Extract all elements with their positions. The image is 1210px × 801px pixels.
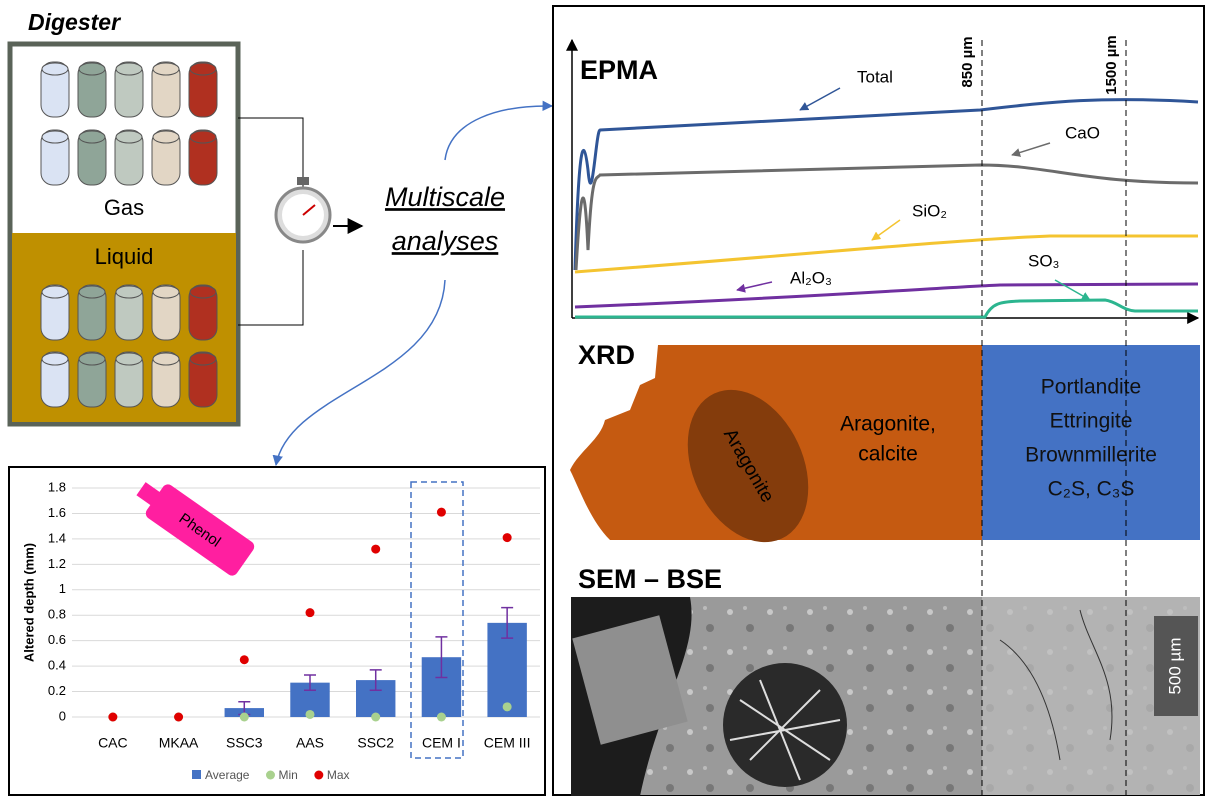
point bbox=[306, 608, 315, 617]
cylinder-top bbox=[190, 353, 216, 365]
total-label: Total bbox=[857, 67, 893, 86]
legend-swatch bbox=[192, 770, 201, 779]
digester-title: Digester bbox=[28, 9, 121, 35]
gas-label: Gas bbox=[104, 195, 144, 220]
cylinder-top bbox=[153, 63, 179, 75]
y-tick-label: 0.6 bbox=[48, 632, 66, 647]
phase-label: C₂S, C₃S bbox=[1048, 478, 1135, 501]
liquid-label: Liquid bbox=[95, 244, 154, 269]
cylinder-top bbox=[116, 131, 142, 143]
legend-swatch bbox=[314, 771, 323, 780]
page: {"digester": {"title": "Digester", "gas"… bbox=[0, 0, 1210, 801]
phase-label: Brownmillerite bbox=[1025, 444, 1157, 467]
analyses-line1: Multiscale bbox=[385, 182, 505, 212]
y-tick-label: 1.8 bbox=[48, 479, 66, 494]
y-tick-label: 1.6 bbox=[48, 505, 66, 520]
curved-arrow bbox=[445, 106, 552, 160]
legend-label: Average bbox=[205, 768, 250, 782]
point bbox=[240, 655, 249, 664]
figure: Digester Gas Liquid Multiscale analyses … bbox=[0, 0, 1210, 796]
cylinder-top bbox=[79, 131, 105, 143]
phase-label: Ettringite bbox=[1050, 410, 1133, 433]
cylinder-top bbox=[190, 63, 216, 75]
xrd-zone-right bbox=[982, 345, 1200, 540]
x-tick-label: CAC bbox=[98, 735, 128, 751]
legend-label: Min bbox=[278, 768, 297, 782]
cylinder-top bbox=[116, 353, 142, 365]
cylinder-top bbox=[153, 353, 179, 365]
mark-1500: 1500 µm bbox=[1103, 35, 1120, 95]
point bbox=[437, 508, 446, 517]
sem-image bbox=[571, 597, 1200, 796]
cylinder-top bbox=[42, 131, 68, 143]
y-tick-label: 1.2 bbox=[48, 556, 66, 571]
xrd-left-label: Aragonite, bbox=[840, 413, 936, 436]
y-axis-label: Altered depth (mm) bbox=[21, 543, 36, 662]
x-tick-label: CEM I bbox=[422, 735, 461, 751]
xrd-title: XRD bbox=[578, 340, 635, 370]
cylinder-top bbox=[42, 353, 68, 365]
legend-label: Max bbox=[327, 768, 350, 782]
sio2-label: SiO₂ bbox=[912, 201, 947, 220]
x-tick-label: AAS bbox=[296, 735, 324, 751]
point bbox=[371, 545, 380, 554]
mark-850: 850 µm bbox=[959, 36, 976, 87]
epma-title: EPMA bbox=[580, 55, 658, 85]
point bbox=[174, 713, 183, 722]
x-tick-label: SSC3 bbox=[226, 735, 263, 751]
cylinder-top bbox=[79, 286, 105, 298]
point bbox=[503, 533, 512, 542]
y-tick-label: 0.4 bbox=[48, 658, 66, 673]
cylinder-top bbox=[42, 286, 68, 298]
y-tick-label: 0.2 bbox=[48, 683, 66, 698]
cylinder-top bbox=[153, 286, 179, 298]
point bbox=[371, 713, 380, 722]
cylinder-top bbox=[42, 63, 68, 75]
point bbox=[437, 713, 446, 722]
point bbox=[306, 710, 315, 719]
y-tick-label: 1.4 bbox=[48, 530, 66, 545]
xrd-left-label: calcite bbox=[858, 443, 918, 466]
stopwatch bbox=[276, 177, 330, 242]
y-tick-label: 0.8 bbox=[48, 607, 66, 622]
point bbox=[108, 713, 117, 722]
scale-bar-label: 500 µm bbox=[1165, 637, 1184, 694]
legend-swatch bbox=[266, 771, 275, 780]
point bbox=[503, 702, 512, 711]
sem-title: SEM – BSE bbox=[578, 564, 722, 594]
cylinder-top bbox=[116, 63, 142, 75]
cylinder-top bbox=[190, 286, 216, 298]
cylinder-top bbox=[79, 353, 105, 365]
cao-label: CaO bbox=[1065, 123, 1100, 142]
point bbox=[240, 713, 249, 722]
x-tick-label: CEM III bbox=[484, 735, 531, 751]
cylinder-top bbox=[190, 131, 216, 143]
y-tick-label: 1 bbox=[59, 581, 66, 596]
cylinder-top bbox=[79, 63, 105, 75]
analyses-line2: analyses bbox=[392, 226, 499, 256]
x-tick-label: MKAA bbox=[159, 735, 199, 751]
chart-panel bbox=[9, 467, 545, 795]
al2o3-label: Al₂O₃ bbox=[790, 268, 832, 287]
y-tick-label: 0 bbox=[59, 708, 66, 723]
curved-arrow bbox=[276, 280, 445, 465]
cylinder-top bbox=[153, 131, 179, 143]
so3-label: SO₃ bbox=[1028, 251, 1060, 270]
cylinder-top bbox=[116, 286, 142, 298]
x-tick-label: SSC2 bbox=[357, 735, 394, 751]
